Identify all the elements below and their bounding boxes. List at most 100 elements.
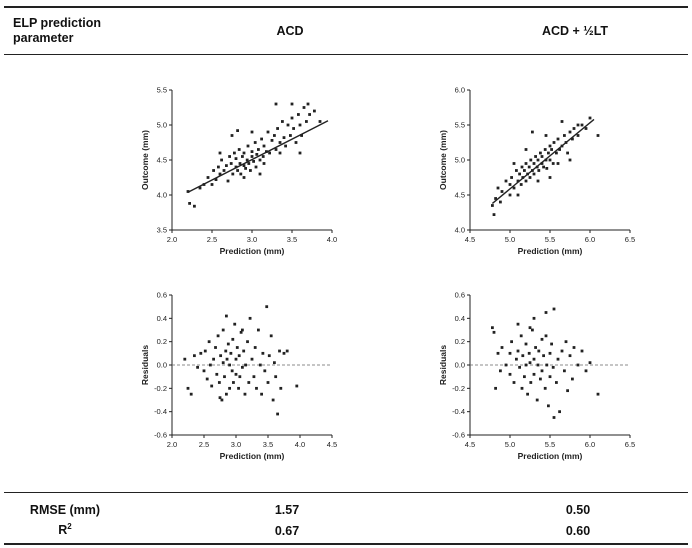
x-tick-label: 5.0 <box>505 235 515 244</box>
data-point <box>238 375 242 379</box>
y-tick-label: 4.5 <box>157 156 167 165</box>
data-point <box>236 169 239 172</box>
data-point <box>252 160 255 163</box>
data-point <box>244 167 247 170</box>
y-tick-label: 4.0 <box>455 226 465 235</box>
data-point <box>545 167 549 170</box>
y-tick-label: -0.2 <box>154 384 167 393</box>
data-point <box>576 363 580 367</box>
data-point <box>550 342 553 346</box>
data-point <box>260 392 263 396</box>
rmse-label: RMSE (mm) <box>29 503 101 517</box>
data-point <box>276 127 279 130</box>
data-point <box>278 151 282 155</box>
data-point <box>534 155 537 158</box>
data-point <box>552 141 556 144</box>
data-point <box>242 176 246 179</box>
data-point <box>186 386 190 390</box>
data-point <box>529 158 533 162</box>
data-point <box>548 351 552 355</box>
x-tick-label: 3.5 <box>263 440 273 449</box>
y-tick-label: 0.2 <box>455 337 465 346</box>
data-point <box>223 375 226 379</box>
x-tick-label: 6.5 <box>625 440 635 449</box>
data-point <box>278 141 282 144</box>
data-point <box>552 416 556 419</box>
data-point <box>217 381 221 384</box>
data-point <box>313 109 316 113</box>
data-point <box>242 151 246 155</box>
data-point <box>276 412 279 416</box>
data-point <box>532 316 536 320</box>
y-tick-label: 0.0 <box>455 361 465 370</box>
data-point <box>231 337 235 341</box>
data-point <box>225 392 228 396</box>
y-axis-label: Residuals <box>140 345 150 385</box>
r2-label: R2 <box>0 522 130 537</box>
data-point <box>516 193 520 197</box>
data-point <box>552 307 556 311</box>
data-point <box>528 361 532 365</box>
data-point <box>281 120 284 123</box>
y-tick-label: 0.0 <box>157 361 167 370</box>
x-tick-label: 4.0 <box>327 235 337 244</box>
data-point <box>203 349 207 353</box>
y-tick-label: 5.0 <box>157 121 167 130</box>
data-point <box>228 363 231 367</box>
data-point <box>230 369 234 373</box>
data-point <box>229 351 233 355</box>
data-point <box>494 197 497 200</box>
data-point <box>253 346 257 349</box>
y-tick-label: -0.6 <box>452 431 465 440</box>
data-point <box>220 398 224 402</box>
data-point <box>580 123 584 127</box>
data-point <box>516 179 520 183</box>
data-point <box>544 334 548 338</box>
data-point <box>258 363 262 367</box>
data-point <box>536 179 540 183</box>
data-point <box>298 123 302 127</box>
x-axis-label: Prediction (mm) <box>518 451 583 461</box>
y-tick-label: 0.4 <box>455 314 465 323</box>
data-point <box>214 178 218 181</box>
y-tick-label: 0.2 <box>157 337 167 346</box>
data-point <box>524 179 528 183</box>
param-header-line2: parameter <box>13 31 74 45</box>
param-header-line1: ELP prediction <box>13 16 101 30</box>
data-point <box>258 158 262 162</box>
data-point <box>524 342 528 346</box>
data-point <box>282 351 286 355</box>
data-point <box>540 337 544 341</box>
y-tick-label: 5.5 <box>157 86 167 95</box>
data-point <box>534 346 537 349</box>
data-point <box>571 137 574 141</box>
data-point <box>226 179 230 183</box>
data-point <box>515 169 518 172</box>
data-point <box>531 130 534 134</box>
data-point <box>555 151 558 155</box>
data-point <box>542 165 545 169</box>
data-point <box>284 144 287 148</box>
data-point <box>499 369 502 373</box>
data-point <box>297 113 300 116</box>
data-point <box>526 392 529 396</box>
data-point <box>516 322 520 326</box>
data-point <box>219 354 223 358</box>
data-point <box>250 130 254 134</box>
data-point <box>237 386 240 390</box>
data-point <box>566 151 569 155</box>
data-point <box>253 141 257 144</box>
data-point <box>234 357 238 361</box>
data-point <box>298 151 302 155</box>
data-point <box>221 361 225 365</box>
data-point <box>548 144 552 148</box>
x-tick-label: 5.5 <box>545 440 555 449</box>
data-point <box>252 375 256 379</box>
data-point <box>580 349 584 353</box>
x-tick-label: 3.0 <box>247 235 257 244</box>
data-point <box>247 162 251 165</box>
data-point <box>228 386 231 390</box>
data-point <box>496 186 500 190</box>
data-point <box>202 369 206 373</box>
data-point <box>504 363 508 367</box>
